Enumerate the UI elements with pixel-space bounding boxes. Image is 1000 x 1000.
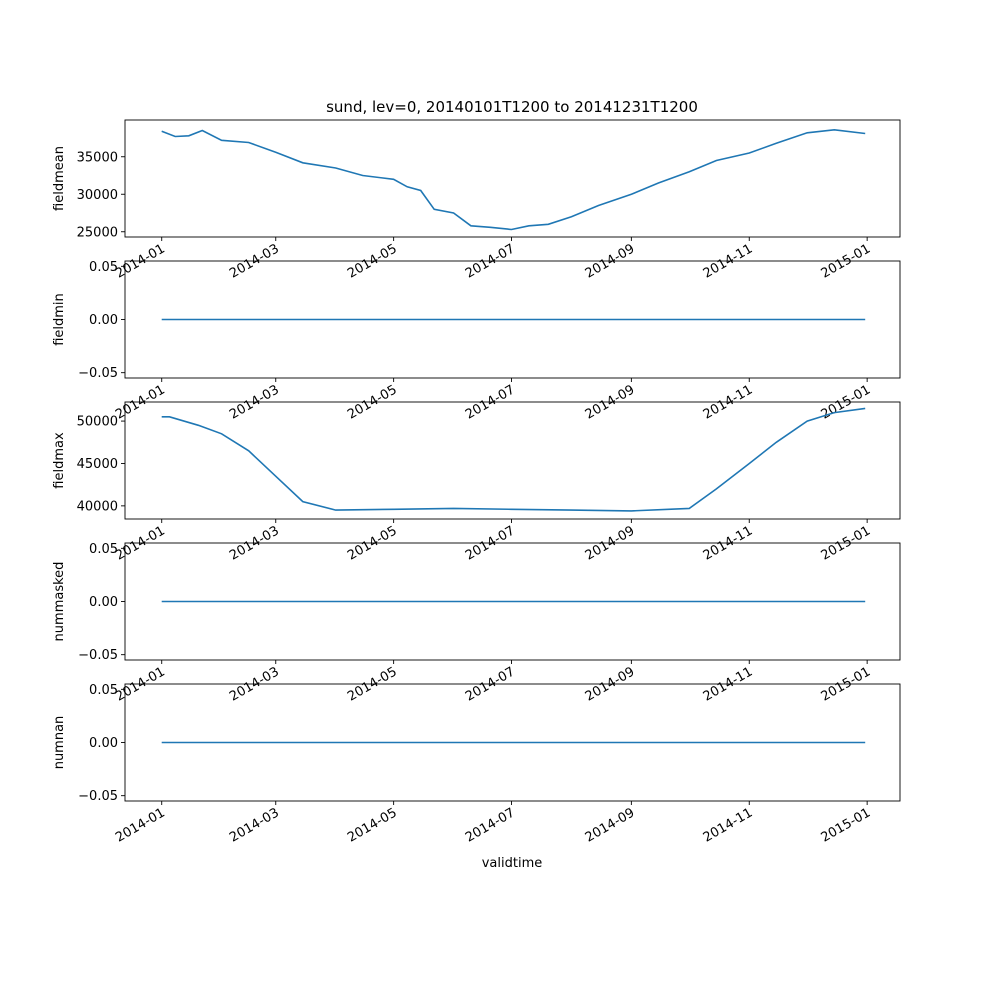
y-tick-label: 45000: [77, 457, 118, 472]
axes-frame: [124, 401, 901, 520]
series-line-fieldmean: [161, 128, 866, 231]
y-tick-label: 0.00: [89, 736, 118, 751]
x-tick-label: 2014-01: [113, 805, 168, 845]
y-tick-label: 0.05: [89, 542, 118, 557]
x-tick-label: 2014-09: [583, 805, 638, 845]
x-tick-label: 2014-07: [463, 523, 518, 563]
y-tick-label: −0.05: [78, 648, 118, 663]
x-tick-label: 2014-03: [227, 805, 282, 845]
y-axis-label: numnan: [52, 716, 67, 770]
x-tick-label: 2014-11: [701, 805, 756, 845]
x-tick-label: 2014-11: [701, 523, 756, 563]
x-tick-label: 2014-05: [345, 382, 400, 422]
x-tick-label: 2015-01: [819, 664, 874, 704]
y-axis-label: fieldmin: [52, 293, 67, 346]
x-tick-label: 2014-11: [701, 382, 756, 422]
y-tick-label: 50000: [77, 415, 118, 430]
y-tick-label: 40000: [77, 499, 118, 514]
chart-title: sund, lev=0, 20140101T1200 to 20141231T1…: [326, 98, 698, 116]
panel-nummasked: −0.05 0.00 0.05 nummasked 2014-01 2014-03 2014…: [52, 542, 901, 705]
x-axis-label: validtime: [482, 856, 543, 871]
x-tick-label: 2014-09: [583, 241, 638, 281]
y-tick-label: 30000: [77, 188, 118, 203]
y-axis-label: fieldmean: [52, 146, 67, 211]
axes-frame: [124, 119, 901, 238]
x-tick-label: 2014-03: [227, 382, 282, 422]
x-tick-label: 2014-05: [345, 241, 400, 281]
x-tick-label: 2014-09: [583, 664, 638, 704]
x-tick-label: 2014-09: [583, 523, 638, 563]
x-tick-label: 2014-07: [463, 805, 518, 845]
x-tick-label: 2014-01: [113, 241, 168, 281]
x-tick-label: 2015-01: [819, 523, 874, 563]
x-tick-label: 2014-01: [113, 382, 168, 422]
x-tick-label: 2015-01: [819, 805, 874, 845]
y-tick-label: −0.05: [78, 366, 118, 381]
x-tick-label: 2014-03: [227, 664, 282, 704]
x-tick-label: 2014-11: [701, 241, 756, 281]
y-tick-label: 0.05: [89, 683, 118, 698]
x-tick-label: 2014-07: [463, 382, 518, 422]
x-tick-label: 2014-03: [227, 241, 282, 281]
x-tick-label: 2014-03: [227, 523, 282, 563]
y-tick-label: 0.00: [89, 595, 118, 610]
y-tick-label: 25000: [77, 225, 118, 240]
x-tick-label: 2014-05: [345, 664, 400, 704]
y-tick-label: 0.05: [89, 260, 118, 275]
x-tick-label: 2014-01: [113, 664, 168, 704]
panel-fieldmin: −0.05 0.00 0.05 fieldmin 2014-01 2014-03 2014-…: [52, 260, 901, 423]
x-tick-label: 2014-09: [583, 382, 638, 422]
y-tick-label: 0.00: [89, 313, 118, 328]
x-tick-label: 2015-01: [819, 241, 874, 281]
panel-fieldmax: 40000 45000 50000 fieldmax 2014-01 2014-03 201…: [52, 401, 901, 564]
x-tick-label: 2014-05: [345, 805, 400, 845]
panels: 25000 30000 35000 fieldmean 2014-01 2014-03 20…: [52, 119, 901, 846]
y-axis-label: fieldmax: [52, 432, 67, 489]
x-tick-label: 2015-01: [819, 382, 874, 422]
x-tick-label: 2014-11: [701, 664, 756, 704]
y-tick-label: −0.05: [78, 789, 118, 804]
y-axis-label: nummasked: [52, 562, 67, 642]
panel-fieldmean: 25000 30000 35000 fieldmean 2014-01 2014-03 20…: [52, 119, 901, 282]
x-tick-label: 2014-01: [113, 523, 168, 563]
y-tick-label: 35000: [77, 150, 118, 165]
x-tick-label: 2014-07: [463, 664, 518, 704]
panel-numnan: −0.05 0.00 0.05 numnan 2014-01 2014-03 2014-05…: [52, 683, 901, 846]
x-tick-label: 2014-07: [463, 241, 518, 281]
x-tick-label: 2014-05: [345, 523, 400, 563]
series-line-fieldmax: [161, 407, 866, 512]
